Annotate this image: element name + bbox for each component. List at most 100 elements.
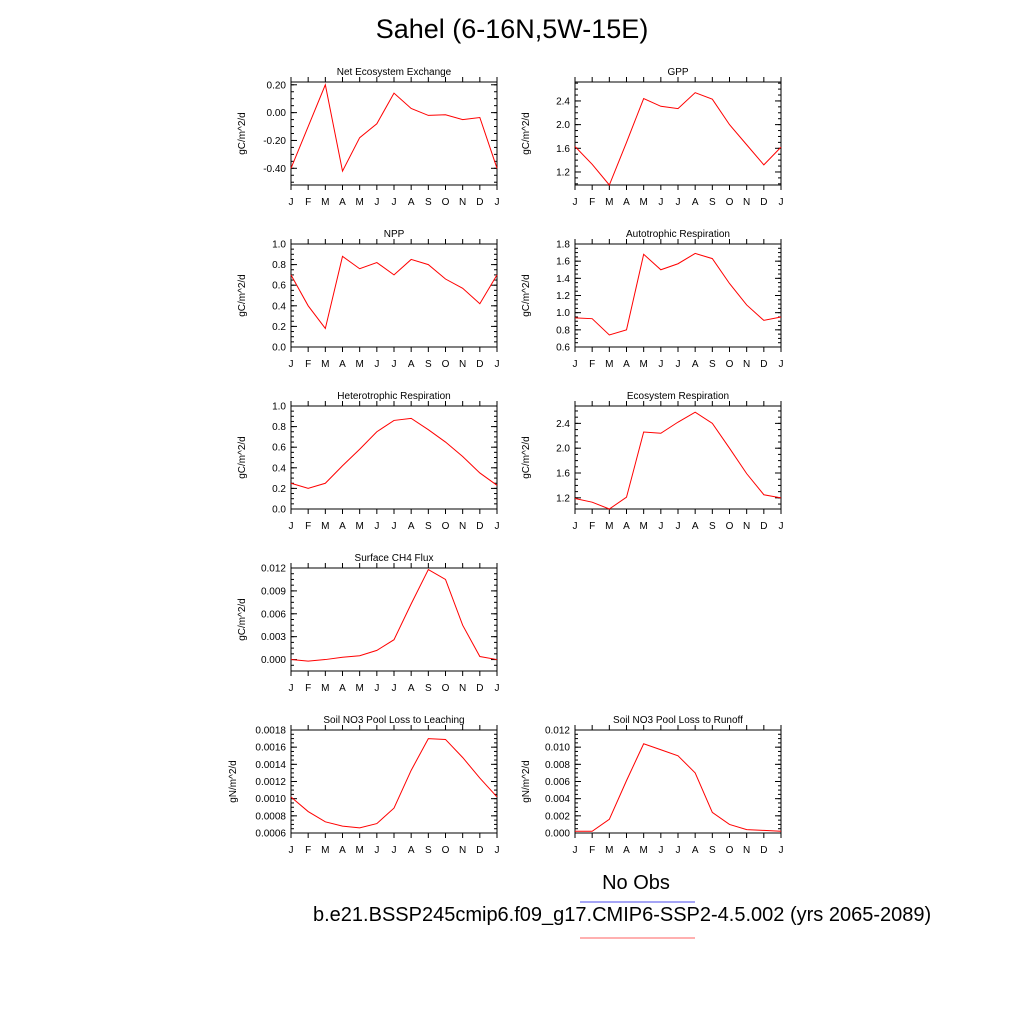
y-axis-label: gC/m^2/d xyxy=(237,436,248,479)
figure-title: Sahel (6-16N,5W-15E) xyxy=(375,14,649,44)
y-tick-label: 0.0006 xyxy=(255,829,286,840)
panel-title: Soil NO3 Pool Loss to Leaching xyxy=(323,715,464,726)
x-tick-label: O xyxy=(726,359,734,370)
x-tick-label: A xyxy=(692,521,699,532)
x-tick-label: D xyxy=(476,197,483,208)
x-tick-label: M xyxy=(605,521,613,532)
y-tick-label: 0.20 xyxy=(267,80,287,91)
x-tick-label: J xyxy=(779,845,784,856)
x-tick-label: J xyxy=(289,197,294,208)
x-tick-label: J xyxy=(495,845,500,856)
y-tick-label: 0.002 xyxy=(545,811,570,822)
x-tick-label: J xyxy=(495,683,500,694)
y-tick-label: 0.0012 xyxy=(255,777,286,788)
x-tick-label: F xyxy=(589,197,595,208)
x-tick-label: D xyxy=(760,359,767,370)
y-axis-label: gC/m^2/d xyxy=(521,274,532,317)
y-tick-label: 0.003 xyxy=(261,632,286,643)
x-tick-label: J xyxy=(573,359,578,370)
x-tick-label: A xyxy=(692,197,699,208)
x-tick-label: S xyxy=(425,845,432,856)
panel-title: Soil NO3 Pool Loss to Runoff xyxy=(613,715,743,726)
x-tick-label: J xyxy=(658,359,663,370)
panel-title: NPP xyxy=(384,229,405,240)
x-tick-label: F xyxy=(305,521,311,532)
x-tick-label: N xyxy=(459,359,466,370)
y-tick-label: 2.4 xyxy=(556,419,570,430)
x-tick-label: A xyxy=(339,197,346,208)
y-tick-label: 0.006 xyxy=(545,777,570,788)
x-tick-label: J xyxy=(374,845,379,856)
plot-frame xyxy=(290,243,498,348)
y-tick-label: 0.0 xyxy=(272,505,286,516)
x-tick-label: J xyxy=(289,359,294,370)
series-line xyxy=(290,417,498,489)
y-tick-label: 0.009 xyxy=(261,586,286,597)
plot-frame xyxy=(290,405,498,510)
x-tick-label: A xyxy=(339,845,346,856)
series-line xyxy=(574,92,782,186)
y-tick-label: 1.2 xyxy=(556,167,570,178)
x-tick-label: N xyxy=(743,521,750,532)
y-tick-label: 0.8 xyxy=(272,260,286,271)
legend-run-label: b.e21.BSSP245cmip6.f09_g17.CMIP6-SSP2-4.… xyxy=(313,904,932,926)
x-tick-label: M xyxy=(321,845,329,856)
series-line xyxy=(575,743,782,832)
x-tick-label: F xyxy=(589,845,595,856)
x-tick-label: O xyxy=(442,359,450,370)
y-axis-label: gC/m^2/d xyxy=(237,112,248,155)
y-tick-label: 0.4 xyxy=(272,301,286,312)
panel-title: Heterotrophic Respiration xyxy=(337,391,450,402)
legend-no-obs: No Obs xyxy=(602,872,670,894)
y-tick-label: 0.000 xyxy=(261,655,286,666)
x-tick-label: J xyxy=(392,359,397,370)
x-tick-label: S xyxy=(709,197,716,208)
x-tick-label: D xyxy=(476,845,483,856)
x-tick-label: S xyxy=(425,359,432,370)
y-tick-label: 0.2 xyxy=(272,484,286,495)
x-tick-label: A xyxy=(623,197,630,208)
x-tick-label: J xyxy=(374,683,379,694)
x-tick-label: S xyxy=(709,359,716,370)
x-tick-label: J xyxy=(289,521,294,532)
plot-frame xyxy=(574,405,782,510)
x-tick-label: J xyxy=(658,845,663,856)
panel-title: Surface CH4 Flux xyxy=(355,553,434,564)
x-tick-label: J xyxy=(573,197,578,208)
y-tick-label: 0.8 xyxy=(272,422,286,433)
x-tick-label: O xyxy=(726,845,734,856)
x-tick-label: D xyxy=(760,521,767,532)
plot-frame xyxy=(290,81,498,186)
y-tick-label: 0.0018 xyxy=(255,726,286,737)
x-tick-label: J xyxy=(658,197,663,208)
panel-title: GPP xyxy=(667,67,688,78)
y-tick-label: 0.012 xyxy=(545,726,570,737)
x-tick-label: A xyxy=(692,845,699,856)
x-tick-label: F xyxy=(305,197,311,208)
x-tick-label: J xyxy=(374,197,379,208)
y-tick-label: 1.4 xyxy=(556,274,570,285)
x-tick-label: M xyxy=(321,359,329,370)
x-tick-label: J xyxy=(392,521,397,532)
x-tick-label: J xyxy=(573,845,578,856)
x-tick-label: F xyxy=(305,845,311,856)
x-tick-label: J xyxy=(392,683,397,694)
x-tick-label: N xyxy=(459,845,466,856)
x-tick-label: M xyxy=(605,845,613,856)
y-tick-label: 0.8 xyxy=(556,325,570,336)
x-tick-label: A xyxy=(408,359,415,370)
x-tick-label: J xyxy=(676,521,681,532)
y-tick-label: 1.0 xyxy=(556,308,570,319)
x-tick-label: J xyxy=(779,359,784,370)
y-tick-label: 0.0010 xyxy=(255,794,286,805)
x-tick-label: F xyxy=(589,521,595,532)
y-tick-label: 1.6 xyxy=(556,469,570,480)
x-tick-label: J xyxy=(676,197,681,208)
y-axis-label: gN/m^2/d xyxy=(521,760,532,803)
y-tick-label: 0.0 xyxy=(272,343,286,354)
x-tick-label: J xyxy=(676,359,681,370)
x-tick-label: N xyxy=(743,359,750,370)
